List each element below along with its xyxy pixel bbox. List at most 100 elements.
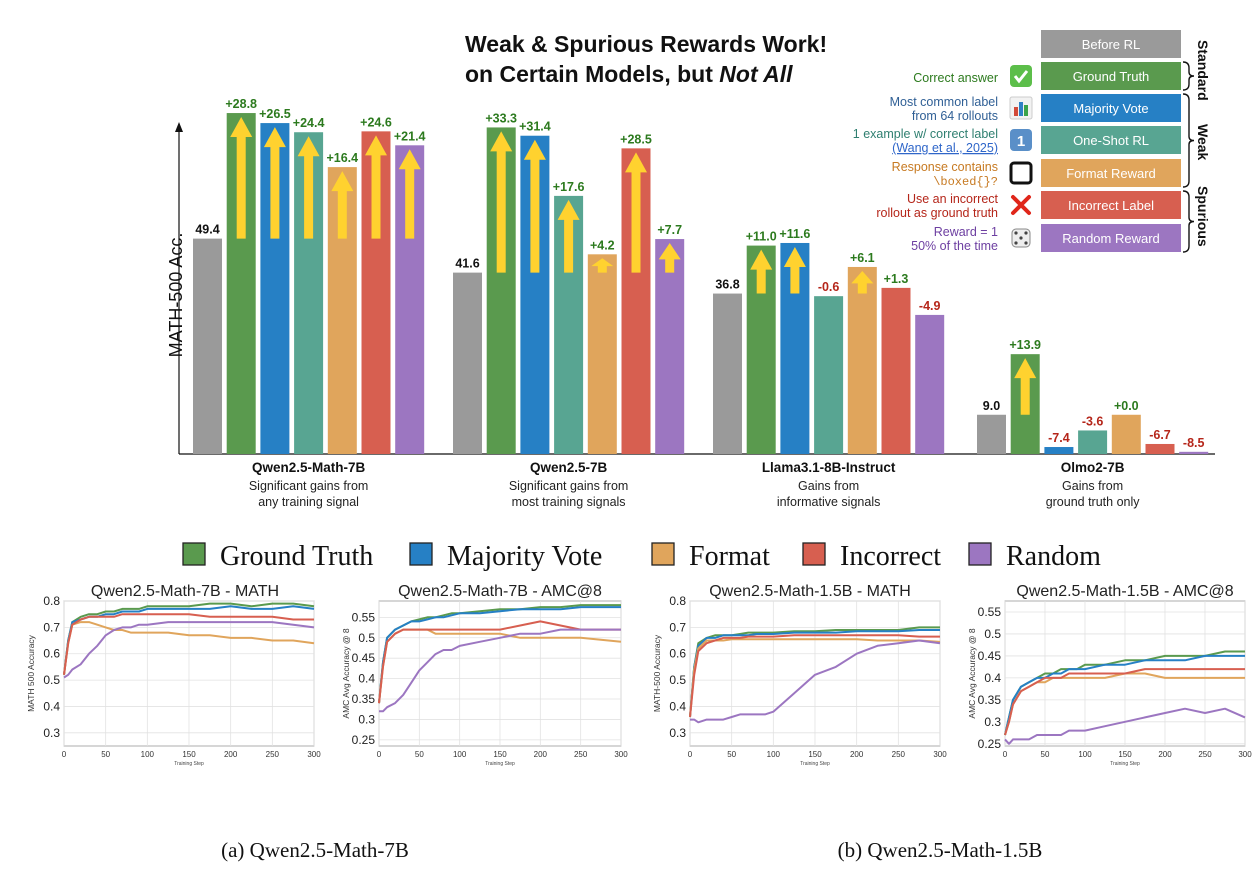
- bar-value-label: +31.4: [519, 120, 551, 134]
- y-tick-label: 0.55: [352, 610, 376, 624]
- bottom-legend: Ground Truth Majority Vote Format Incorrect…: [182, 541, 1101, 572]
- legend-label: Incorrect: [840, 541, 941, 572]
- x-tick-label: 300: [307, 750, 321, 759]
- group-label: Llama3.1-8B-Instruct: [762, 460, 896, 475]
- series-line-format: [689, 638, 941, 718]
- bar-value-label: +21.4: [394, 129, 426, 143]
- bar-format: [587, 254, 617, 454]
- gain-arrow: [398, 149, 421, 239]
- bar-value-label: +1.3: [884, 272, 909, 286]
- main-title-line2: on Certain Models, but Not All: [465, 61, 793, 87]
- series-line-incorrect: [378, 620, 621, 704]
- legend-description: from 64 rollouts: [912, 109, 998, 123]
- group-label: Qwen2.5-7B: [530, 460, 608, 475]
- bar-random: [1179, 451, 1209, 454]
- series-line-majority-vote: [378, 606, 621, 704]
- bar-value-label: -3.6: [1082, 414, 1104, 428]
- legend-before-rl: [1041, 30, 1181, 58]
- panel-title: Qwen2.5-Math-7B - MATH: [91, 583, 279, 600]
- bar-one-shot: [1078, 430, 1108, 454]
- gain-arrow: [331, 171, 354, 239]
- legend-label: Random: [1006, 541, 1101, 572]
- legend-swatch-incorrect: [802, 542, 826, 566]
- x-tick-label: 200: [850, 750, 864, 759]
- legend-description: 50% of the time: [911, 239, 998, 253]
- gain-arrow: [523, 139, 546, 273]
- bar-majority-vote: [1044, 447, 1074, 454]
- x-tick-label: 50: [727, 750, 736, 759]
- legend-label: Random Reward: [1062, 231, 1160, 246]
- bar-random: [915, 314, 945, 454]
- legend-description: Correct answer: [913, 71, 998, 85]
- x-tick-label: 50: [415, 750, 424, 759]
- y-tick-label: 0.45: [978, 649, 1002, 663]
- series-line-random: [63, 621, 315, 679]
- x-axis-label: Training Step: [800, 761, 830, 767]
- y-axis-label: MATH 500 Accuracy: [26, 634, 36, 712]
- y-tick-label: 0.6: [43, 647, 60, 661]
- x-tick-label: 200: [1158, 750, 1172, 759]
- bar-value-label: +11.6: [779, 227, 810, 241]
- bar-before: [977, 414, 1006, 454]
- y-tick-label: 0.8: [669, 594, 686, 608]
- y-tick-label: 0.6: [669, 647, 686, 661]
- x-tick-label: 300: [614, 750, 628, 759]
- bar-format: [1111, 414, 1141, 454]
- y-axis-label: AMC Avg Accuracy @ 8: [967, 628, 977, 718]
- bar-incorrect: [881, 287, 911, 454]
- bar-value-label: +17.6: [553, 180, 585, 194]
- legend-label: One-Shot RL: [1073, 133, 1149, 148]
- bar-value-label: +28.8: [225, 97, 257, 111]
- gain-arrow: [783, 246, 806, 294]
- bar-one-shot: [814, 296, 844, 454]
- dice-icon: [1011, 228, 1031, 248]
- legend-incorrect: [1041, 191, 1181, 219]
- check-icon: [1010, 65, 1032, 87]
- x-tick-label: 150: [808, 750, 822, 759]
- bar-chart: 49.4 +28.8+26.5+24.4 +16.4 +24.6+21.4 Qwen2.…: [175, 97, 1215, 509]
- series-line-incorrect: [689, 634, 940, 718]
- y-tick-label: 0.7: [43, 620, 60, 634]
- bar-value-label: 49.4: [195, 223, 219, 237]
- brace-label-weak: Weak: [1195, 124, 1211, 161]
- legend-label: Ground Truth: [1073, 69, 1150, 84]
- caption-b: (b) Qwen2.5-Math-1.5B: [838, 838, 1043, 862]
- legend-label: Format Reward: [1066, 166, 1156, 181]
- brace: [1182, 61, 1195, 91]
- gain-arrow: [1014, 358, 1037, 415]
- bar-value-label: +16.4: [326, 151, 358, 165]
- y-tick-label: 0.4: [358, 672, 375, 686]
- gain-arrow: [490, 131, 513, 273]
- group-subtitle: ground truth only: [1046, 495, 1141, 509]
- y-tick-label: 0.3: [984, 715, 1001, 729]
- legend-description: 1 example w/ correct label: [853, 127, 998, 141]
- y-tick-label: 0.4: [43, 699, 60, 713]
- box-icon: [1009, 161, 1033, 185]
- series-line-majority-vote: [1004, 654, 1245, 736]
- legend-one-shot: [1041, 126, 1181, 154]
- bar-value-label: -4.9: [919, 299, 941, 313]
- gain-arrow: [658, 243, 681, 273]
- x-tick-label: 100: [453, 750, 467, 759]
- bar-value-label: -6.7: [1149, 428, 1171, 442]
- x-tick-label: 150: [493, 750, 507, 759]
- svg-text:1: 1: [1017, 133, 1025, 150]
- bar-before: [713, 293, 742, 454]
- brace: [1182, 190, 1195, 253]
- series-line-incorrect: [1004, 668, 1245, 736]
- legend-description: Use an incorrect: [907, 192, 999, 206]
- brace-label-spurious: Spurious: [1195, 186, 1211, 247]
- line-chart-panel: 0.3 0.4 0.5 0.6 0.7 0.8 0 50 100 150 200 250 300 Trai…: [652, 583, 947, 767]
- bar-value-label: +26.5: [259, 107, 291, 121]
- group-subtitle: any training signal: [258, 495, 359, 509]
- line-chart-panel: 0.25 0.3 0.35 0.4 0.45 0.5 0.55 0 50 100 150 200 250…: [967, 583, 1252, 767]
- x-tick-label: 150: [1118, 750, 1132, 759]
- y-tick-label: 0.3: [43, 726, 60, 740]
- bar-value-label: 36.8: [715, 278, 739, 292]
- gain-arrow: [230, 117, 253, 239]
- group-label: Olmo2-7B: [1061, 460, 1125, 475]
- legend-description: Reward = 1: [934, 225, 998, 239]
- gain-arrow: [625, 152, 647, 273]
- y-tick-label: 0.8: [43, 594, 60, 608]
